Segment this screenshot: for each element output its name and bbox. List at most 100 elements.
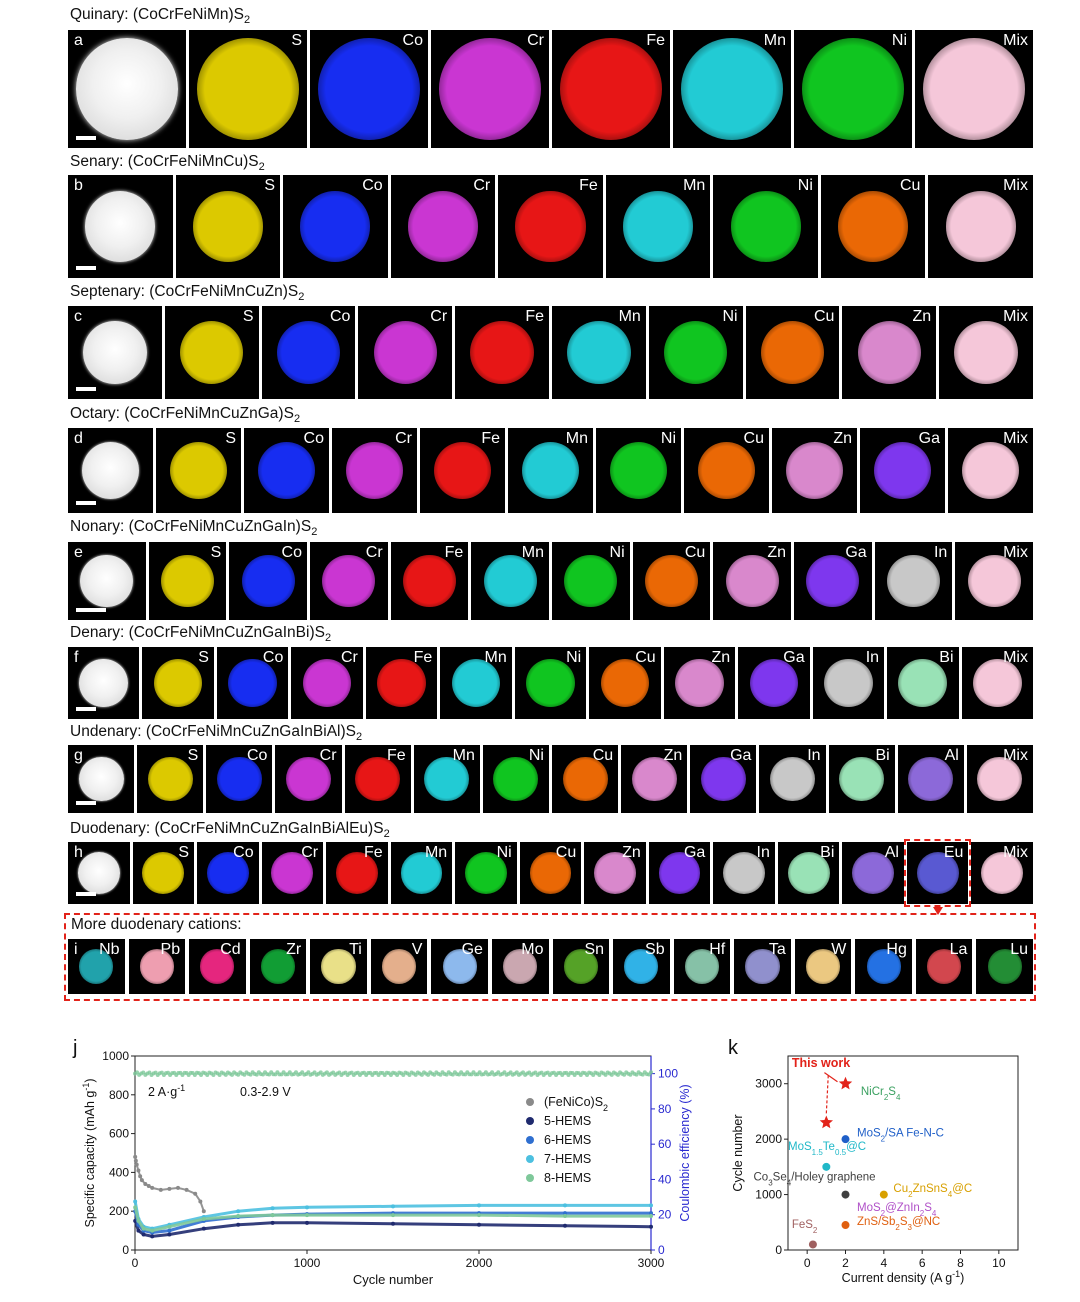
particle-disk (972, 658, 1022, 708)
element-label: Ni (797, 177, 813, 194)
element-label: Lu (1010, 941, 1028, 958)
element-label: Mn (763, 32, 786, 49)
particle-disk (908, 756, 954, 802)
series-point (649, 1211, 653, 1216)
series-point (236, 1222, 241, 1227)
particle-disk (400, 852, 443, 894)
rate-annotation: 2 A·g-1 (148, 1083, 185, 1099)
element-label: Mix (1003, 430, 1028, 447)
map-tile: Mix (948, 428, 1033, 513)
particle-disk (529, 852, 572, 894)
particle-disk (373, 320, 437, 385)
particle-disk (78, 756, 124, 802)
series-point (270, 1213, 275, 1218)
element-label: W (831, 941, 847, 958)
map-tile: Co (229, 542, 307, 620)
element-label: Mix (1003, 747, 1028, 764)
particle-disk (83, 320, 147, 385)
series-point (270, 1206, 275, 1211)
element-label: Hg (886, 941, 907, 958)
map-tile: W (794, 939, 852, 994)
map-tile: In (759, 745, 826, 813)
map-tile: Bi (887, 647, 959, 719)
map-tile: Cr (431, 30, 549, 148)
panel-letter: b (74, 177, 83, 194)
map-tile: Pb (128, 939, 186, 994)
particle-disk (345, 441, 404, 500)
legend-label: 8-HEMS (544, 1171, 591, 1185)
map-tile: Nb i (68, 939, 125, 994)
map-tile: Fe (498, 175, 603, 278)
panel-letter: a (74, 32, 83, 49)
particle-disk (470, 320, 534, 385)
particle-disk (85, 191, 156, 262)
y-tick-label: 400 (109, 1165, 129, 1179)
series-point (167, 1228, 172, 1233)
particle-disk (927, 949, 962, 984)
map-tile: In (812, 647, 885, 719)
particle-disk (887, 554, 940, 608)
series-point (391, 1221, 395, 1226)
particle-disk (318, 38, 420, 140)
series-point (143, 1182, 148, 1187)
particle-disk (322, 554, 376, 608)
y-axis-label: Cycle number (731, 1114, 745, 1191)
element-label: S (264, 177, 276, 194)
element-label: Sb (645, 941, 665, 958)
particle-disk (300, 191, 371, 262)
element-label: Sn (584, 941, 605, 958)
y2-tick-label: 60 (658, 1137, 672, 1151)
map-tile: Zn (842, 306, 937, 399)
element-label: Zr (286, 941, 302, 958)
element-label: Cr (340, 649, 358, 666)
element-label: Ga (918, 430, 940, 447)
map-tile: Co (216, 647, 289, 719)
more-cations-title: More duodenary cations: (71, 916, 242, 933)
particle-disk (839, 756, 885, 802)
map-tile: Zn (621, 745, 688, 813)
particle-disk (623, 191, 694, 262)
particle-disk (424, 756, 470, 802)
element-label: Co (233, 844, 254, 861)
map-tile: Zn (713, 542, 791, 620)
y2-tick-label: 100 (658, 1067, 678, 1081)
particle-disk (981, 852, 1024, 894)
series-point (138, 1174, 143, 1179)
series-point (167, 1186, 172, 1191)
row-title: Nonary: (CoCrFeNiMnCuZnGaIn)S2 (70, 518, 318, 539)
this-work-star (819, 1115, 833, 1129)
map-tile: S (175, 175, 281, 278)
particle-disk (276, 320, 341, 385)
legend-label: (FeNiCo)S2 (544, 1095, 608, 1113)
map-tile: Ni (794, 30, 912, 148)
map-tile: Bi (777, 842, 840, 904)
this-work-arrow (825, 1075, 829, 1114)
legend-marker (526, 1098, 534, 1106)
scale-bar (76, 892, 96, 896)
map-tile: Fe (390, 542, 469, 620)
map-tile: Ga (690, 745, 757, 813)
series-point (391, 1204, 395, 1209)
map-tile: Mn (390, 842, 453, 904)
element-label: In (756, 844, 770, 861)
element-label: Ge (461, 941, 483, 958)
legend-marker (526, 1155, 534, 1163)
particle-disk (945, 191, 1016, 262)
element-label: Fe (413, 649, 433, 666)
particle-disk (483, 554, 537, 608)
element-label: Mn (452, 747, 475, 764)
element-label: Cu (813, 308, 835, 325)
element-label: Cu (592, 747, 614, 764)
particle-disk (745, 949, 780, 984)
series-point (141, 1232, 146, 1237)
map-tile: Mix (915, 30, 1033, 148)
element-label: S (225, 430, 236, 447)
map-tile: La (915, 939, 973, 994)
series-point (563, 1223, 567, 1228)
element-label: Nb (99, 941, 120, 958)
panel-letter: c (74, 308, 82, 325)
map-tile: Fe (420, 428, 505, 513)
particle-disk (562, 756, 608, 802)
particle-disk (609, 441, 668, 500)
legend-marker (526, 1136, 534, 1144)
